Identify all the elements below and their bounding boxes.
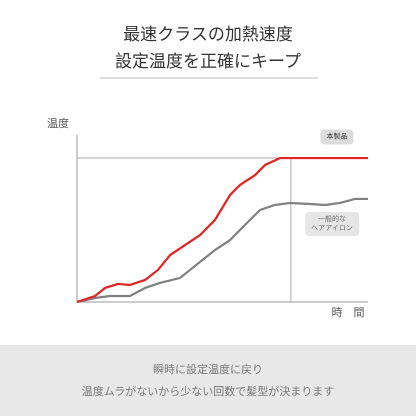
- footer-text: 瞬時に設定温度に戻り: [153, 362, 263, 376]
- x-axis-label: 時 間: [332, 306, 365, 319]
- legend-label: 一般的な ヘアアイロン: [305, 212, 359, 236]
- legend-label: 本製品: [320, 129, 354, 145]
- chart-title: 最速クラスの加熱速度: [123, 25, 293, 45]
- y-axis-label: 温度: [47, 116, 69, 130]
- series-line: [76, 197, 368, 304]
- footer-band: [0, 345, 416, 416]
- chart-subtitle: 設定温度を正確にキープ: [115, 52, 301, 72]
- footer-text: 温度ムラがないから少ない回数で髪型が決まります: [82, 384, 334, 398]
- series-line: [76, 156, 368, 304]
